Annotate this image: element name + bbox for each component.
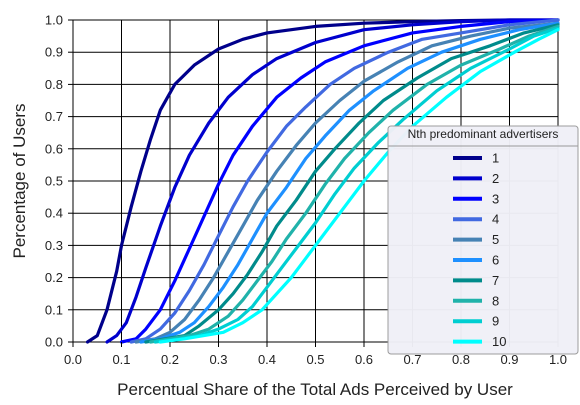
x-tick-label: 0.7 — [403, 352, 421, 367]
legend: Nth predominant advertisers 1 2 3 4 5 6 7 8 9 10 — [387, 125, 579, 355]
legend-entry-4: 4 — [453, 212, 499, 227]
x-tick-label: 1.0 — [549, 352, 567, 367]
x-axis-label: Percentual Share of the Total Ads Percei… — [117, 380, 513, 399]
legend-entry-6: 6 — [453, 253, 499, 268]
series-line-5 — [134, 21, 560, 344]
legend-label: 6 — [492, 253, 499, 268]
x-tick-label: 0.4 — [258, 352, 276, 367]
legend-entry-5: 5 — [453, 232, 499, 247]
legend-title: Nth predominant advertisers — [408, 127, 559, 141]
series-layer — [85, 18, 560, 344]
x-tick-label: 0.3 — [209, 352, 227, 367]
y-tick-label: 0.6 — [45, 141, 63, 156]
legend-box — [387, 125, 579, 355]
y-tick-label: 0.5 — [45, 174, 63, 189]
legend-label: 8 — [492, 293, 499, 308]
legend-entry-10: 10 — [453, 334, 506, 349]
series-line-4 — [129, 18, 560, 344]
y-tick-label: 0.0 — [45, 335, 63, 350]
legend-entry-8: 8 — [453, 293, 499, 308]
legend-label: 5 — [492, 232, 499, 247]
series-line-7 — [144, 23, 560, 344]
y-tick-label: 0.2 — [45, 270, 63, 285]
y-tick-label: 0.7 — [45, 109, 63, 124]
x-tick-label: 0.9 — [500, 352, 518, 367]
series-line-8 — [149, 24, 560, 344]
y-tick-label: 1.0 — [45, 13, 63, 28]
x-tick-label: 0.1 — [112, 352, 130, 367]
legend-label: 3 — [492, 191, 499, 206]
legend-entries: 1 2 3 4 5 6 7 8 9 10 — [453, 151, 506, 349]
series-line-2 — [105, 18, 560, 344]
x-tick-label: 0.0 — [64, 352, 82, 367]
legend-entry-9: 9 — [453, 314, 499, 329]
axis-layer: 0.0 0.1 0.2 0.3 0.4 0.5 0.6 0.7 0.8 0.9 1.0 0.0 0.1 0… — [45, 13, 567, 368]
x-tick-label: 0.5 — [306, 352, 324, 367]
series-line-10 — [158, 28, 560, 344]
series-line-6 — [139, 21, 560, 344]
series-line-9 — [153, 26, 560, 344]
legend-label: 1 — [492, 151, 499, 166]
y-tick-label: 0.9 — [45, 45, 63, 60]
legend-entry-1: 1 — [453, 151, 499, 166]
legend-label: 10 — [492, 334, 506, 349]
series-line-1 — [85, 18, 560, 344]
series-line-3 — [119, 18, 560, 344]
legend-entry-2: 2 — [453, 171, 499, 186]
legend-label: 7 — [492, 273, 499, 288]
y-tick-label: 0.1 — [45, 302, 63, 317]
y-axis-label: Percentage of Users — [10, 104, 29, 259]
legend-label: 2 — [492, 171, 499, 186]
legend-label: 4 — [492, 212, 499, 227]
y-tick-label: 0.4 — [45, 206, 63, 221]
legend-entry-7: 7 — [453, 273, 499, 288]
legend-label: 9 — [492, 314, 499, 329]
x-tick-label: 0.8 — [452, 352, 470, 367]
y-tick-label: 0.8 — [45, 77, 63, 92]
legend-entry-3: 3 — [453, 191, 499, 206]
x-tick-label: 0.6 — [355, 352, 373, 367]
x-tick-label: 0.2 — [161, 352, 179, 367]
y-tick-label: 0.3 — [45, 238, 63, 253]
